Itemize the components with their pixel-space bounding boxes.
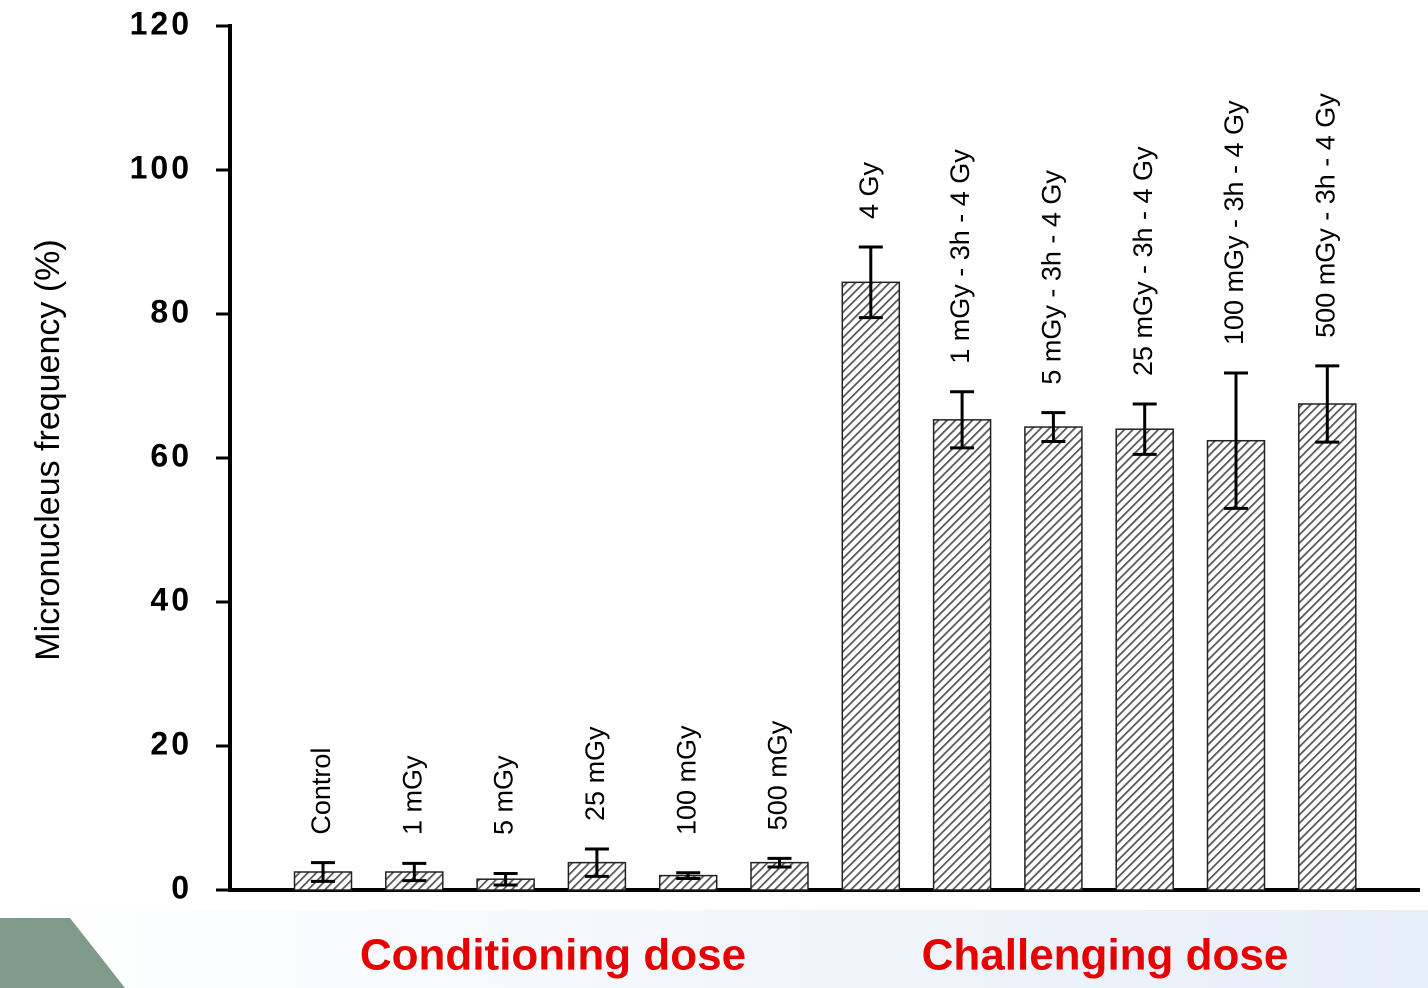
category-label: 1 mGy — [397, 755, 427, 835]
y-tick-label: 20 — [150, 725, 192, 761]
category-label: 100 mGy — [671, 725, 701, 835]
bar — [1298, 403, 1357, 891]
error-bar — [1224, 371, 1248, 510]
category-label: 5 mGy — [489, 755, 519, 835]
category-label: 5 mGy - 3h - 4 Gy — [1037, 170, 1067, 385]
y-tick-label: 60 — [150, 437, 192, 473]
error-bar — [1041, 411, 1066, 443]
error-bar — [311, 861, 335, 883]
error-bar — [676, 871, 701, 880]
y-tick-label: 100 — [130, 149, 192, 185]
error-bar — [767, 856, 792, 869]
category-label: 4 Gy — [854, 162, 884, 220]
category-label: 500 mGy — [763, 720, 793, 830]
error-bar — [1132, 402, 1157, 456]
group-label: Challenging dose — [922, 931, 1289, 980]
error-bar — [402, 861, 427, 883]
y-axis-label: Micronucleus frequency (%) — [29, 239, 67, 660]
corner-decoration — [0, 918, 125, 988]
error-bar — [858, 245, 883, 320]
error-bar — [950, 390, 975, 450]
category-label: 500 mGy - 3h - 4 Gy — [1310, 93, 1340, 338]
footer-band — [0, 910, 1428, 988]
category-label: 25 mGy - 3h - 4 Gy — [1128, 146, 1158, 376]
bar — [1206, 439, 1266, 891]
bar — [1024, 426, 1083, 891]
y-tick-label: 0 — [171, 869, 192, 905]
y-tick-label: 80 — [150, 293, 192, 329]
bar — [932, 419, 992, 891]
category-label: 25 mGy — [580, 726, 610, 821]
error-bar — [1315, 364, 1340, 444]
error-bar — [584, 847, 609, 878]
y-tick-label: 40 — [150, 581, 192, 617]
bar — [1115, 428, 1174, 891]
y-tick-label: 120 — [130, 5, 192, 41]
category-label: 1 mGy - 3h - 4 Gy — [945, 149, 975, 364]
group-label: Conditioning dose — [360, 931, 746, 980]
bar — [841, 281, 901, 891]
category-label: Control — [306, 748, 336, 835]
category-label: 100 mGy - 3h - 4 Gy — [1219, 100, 1249, 345]
error-bar — [493, 871, 518, 887]
